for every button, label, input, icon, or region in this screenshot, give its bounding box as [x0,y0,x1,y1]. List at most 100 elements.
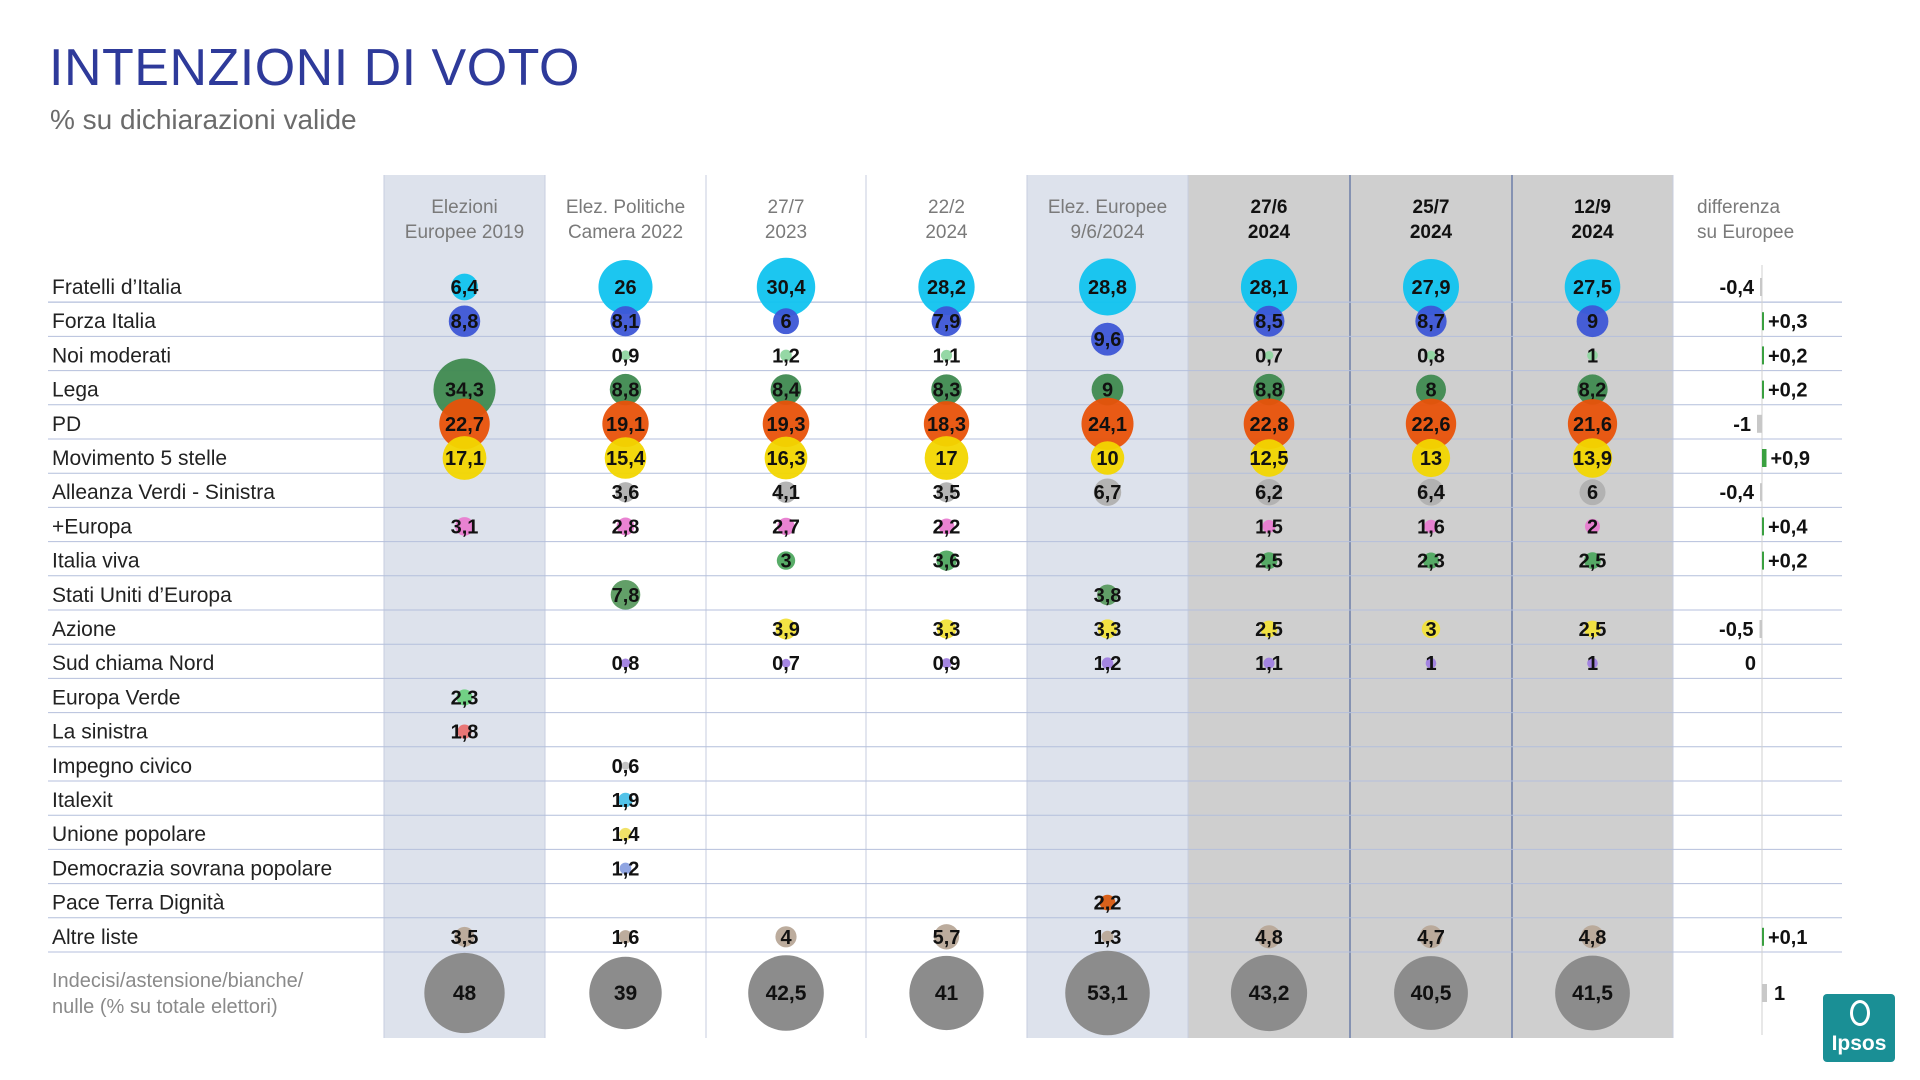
column-header-line1: Elez. Politiche [566,197,685,218]
undecided-bubble [748,955,824,1031]
value-label: 3,3 [1094,619,1122,641]
column-header-line2: 2023 [765,222,807,243]
value-bubble [775,481,797,503]
value-label: 5,7 [933,927,961,949]
value-bubble [602,400,649,447]
party-label: Stati Uniti d’Europa [52,584,232,607]
column-header-line1: 12/9 [1574,197,1611,218]
value-label: 8,4 [772,380,801,402]
value-label: 3,8 [1094,585,1122,607]
column-header-line2: 9/6/2024 [1071,222,1145,243]
value-label: 2,3 [1417,551,1445,573]
value-bubble [604,437,647,479]
value-label: 3,3 [933,619,961,641]
value-bubble [756,257,816,317]
value-label: 1,1 [1255,653,1283,675]
party-label: Unione popolare [52,823,206,846]
value-bubble [931,306,962,337]
value-label: 3,6 [933,551,961,573]
undecided-value: 41 [935,982,959,1005]
value-label: 1,2 [612,858,640,880]
value-bubble [933,924,960,950]
value-bubble [1091,373,1124,406]
undecided-label-line1: Indecisi/astensione/bianche/ [52,970,304,992]
value-label: 6,7 [1094,482,1122,504]
value-bubble [775,618,797,640]
value-bubble [1419,925,1443,949]
column-header-line2: 2024 [1410,222,1453,243]
value-label: 4,7 [1417,927,1445,949]
value-bubble [1101,657,1114,670]
party-label: Pace Terra Dignità [52,892,225,915]
party-label: Italexit [52,789,113,812]
value-label: 1,5 [1255,516,1283,538]
party-label: Lega [52,379,99,402]
undecided-bubble [1394,956,1468,1030]
value-bubble [1416,374,1446,405]
diff-bar-positive [1762,312,1764,331]
value-bubble [1421,619,1441,639]
undecided-bubble [424,952,505,1034]
value-bubble [1567,399,1618,449]
party-label: Italia viva [52,550,140,573]
value-bubble [454,926,475,947]
ipsos-logo: Ipsos [1823,994,1895,1062]
undecided-value: 53,1 [1087,982,1128,1005]
value-bubble [776,551,796,570]
diff-bar-negative [1760,278,1762,296]
diff-value: -1 [1733,414,1751,436]
diff-value-undecided: 1 [1774,983,1785,1005]
value-bubble [923,401,970,447]
value-label: 6,4 [1417,482,1446,504]
value-label: 1 [1425,653,1436,675]
value-label: 6,4 [451,277,480,299]
value-bubble [1424,519,1438,534]
value-label: 22,6 [1412,414,1451,436]
value-bubble [1577,374,1608,405]
value-label: 34,3 [445,380,484,402]
value-bubble [1262,519,1276,533]
value-label: 3,9 [772,619,800,641]
value-label: 3,5 [451,927,479,949]
value-label: 27,5 [1573,277,1612,299]
value-bubble [620,658,631,668]
value-label: 28,8 [1088,277,1127,299]
diff-value: +0,2 [1768,345,1807,367]
value-label: 8,2 [1579,380,1607,402]
value-label: 3 [780,551,791,573]
value-bubble [1564,259,1621,315]
value-label: 16,3 [767,448,806,470]
undecided-value: 42,5 [766,982,807,1005]
value-label: 2 [1587,516,1598,538]
value-label: 2,2 [933,516,961,538]
value-bubble [1260,620,1278,638]
value-bubble [448,305,481,337]
diff-bar-negative [1757,414,1762,433]
value-label: 8,7 [1417,311,1445,333]
value-label: 3 [1425,619,1436,641]
column-header-line1: 22/2 [928,197,965,218]
undecided-value: 41,5 [1572,982,1613,1005]
value-label: 24,1 [1088,414,1127,436]
party-label: La sinistra [52,721,148,744]
value-bubble [1264,350,1274,360]
diff-value: -0,4 [1720,482,1755,504]
value-label: 1,4 [612,824,641,846]
value-label: 8,8 [451,311,479,333]
party-label: Europa Verde [52,686,180,709]
undecided-label-line2: nulle (% su totale elettori) [52,996,278,1018]
party-label: Azione [52,618,116,641]
value-label: 0,6 [612,756,640,778]
value-label: 12,5 [1250,448,1289,470]
value-bubble [1405,398,1457,449]
undecided-bubble [909,955,984,1031]
value-bubble [773,308,799,335]
value-bubble [938,518,955,535]
value-bubble [1417,478,1445,506]
value-bubble [1081,397,1134,450]
column-header-line1: 27/6 [1251,197,1288,218]
value-bubble [1253,305,1285,337]
value-label: 0,9 [933,653,961,675]
value-bubble [936,482,957,503]
party-label: Movimento 5 stelle [52,447,227,470]
